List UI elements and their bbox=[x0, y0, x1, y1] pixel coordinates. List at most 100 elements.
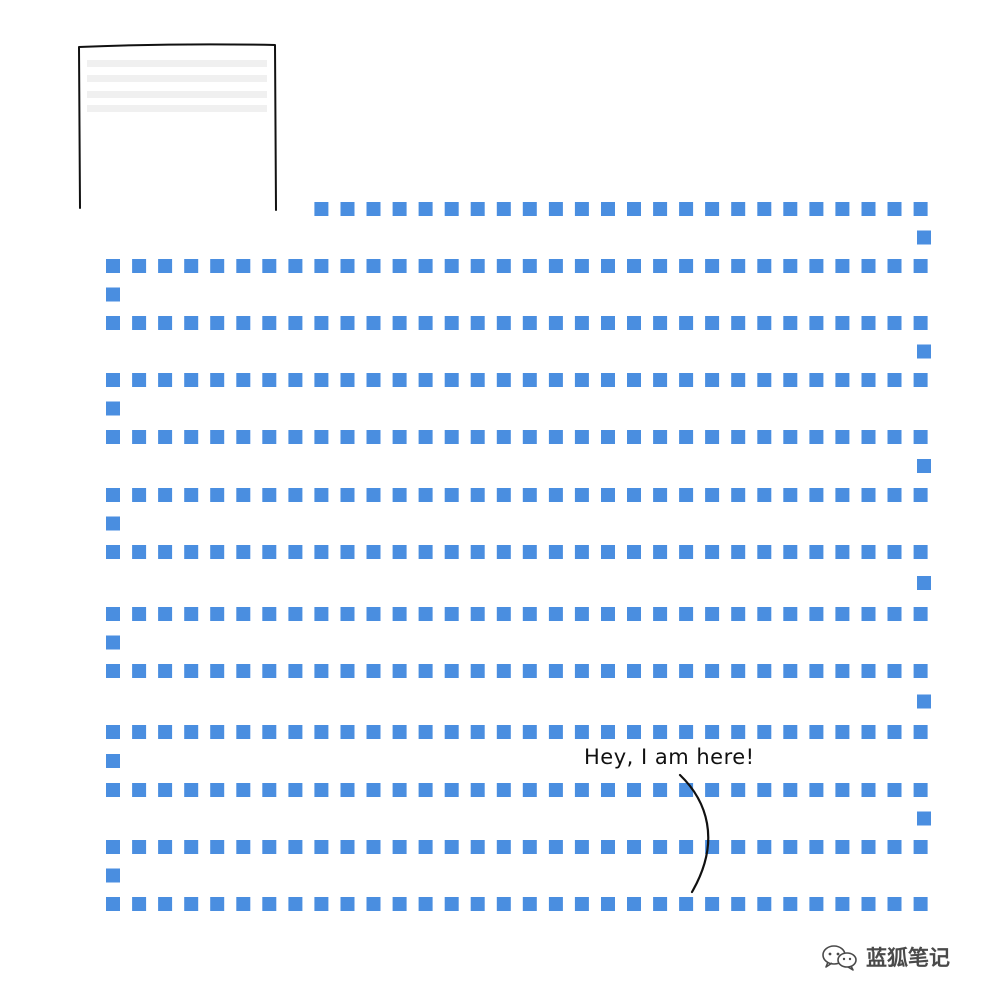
path-dot bbox=[158, 430, 173, 444]
path-dot bbox=[210, 488, 225, 502]
path-dot bbox=[496, 897, 511, 911]
path-dot bbox=[627, 545, 641, 559]
path-dot bbox=[653, 607, 668, 621]
path-dot bbox=[418, 373, 433, 387]
path-dot bbox=[392, 725, 407, 739]
path-dot bbox=[340, 430, 355, 444]
path-dot bbox=[184, 316, 199, 330]
placeholder-line bbox=[87, 60, 267, 67]
path-dot bbox=[731, 430, 746, 444]
path-dot bbox=[470, 607, 485, 621]
path-dot bbox=[106, 516, 120, 531]
path-dot bbox=[809, 545, 824, 559]
path-dot bbox=[627, 373, 641, 387]
path-dot bbox=[653, 259, 668, 273]
path-dot bbox=[783, 259, 798, 273]
path-dot bbox=[887, 202, 902, 216]
path-dot bbox=[106, 373, 120, 387]
path-dot bbox=[679, 430, 694, 444]
path-dot bbox=[106, 259, 120, 273]
path-dot bbox=[314, 259, 329, 273]
path-dot bbox=[496, 373, 511, 387]
path-dot bbox=[653, 664, 668, 678]
path-dot bbox=[887, 607, 902, 621]
path-dot bbox=[470, 373, 485, 387]
path-dot bbox=[288, 259, 303, 273]
path-dot bbox=[887, 783, 902, 797]
path-dot bbox=[262, 783, 277, 797]
path-dot bbox=[601, 430, 615, 444]
path-dot bbox=[470, 488, 485, 502]
path-dot bbox=[392, 430, 407, 444]
path-dot bbox=[679, 783, 694, 797]
path-dot bbox=[444, 897, 459, 911]
path-dot bbox=[418, 607, 433, 621]
path-dot bbox=[470, 316, 485, 330]
path-dot bbox=[574, 430, 589, 444]
path-dot bbox=[731, 316, 746, 330]
path-dot bbox=[835, 202, 850, 216]
path-dot bbox=[132, 725, 147, 739]
path-dot bbox=[809, 897, 824, 911]
path-dot bbox=[106, 783, 120, 797]
path-dot bbox=[496, 545, 511, 559]
path-dot bbox=[757, 202, 772, 216]
path-dot bbox=[106, 488, 120, 502]
path-dot bbox=[444, 430, 459, 444]
path-dot bbox=[236, 316, 251, 330]
path-dot bbox=[601, 783, 615, 797]
path-dot bbox=[366, 316, 381, 330]
path-dot bbox=[106, 316, 120, 330]
path-dot bbox=[288, 783, 303, 797]
path-dot bbox=[627, 259, 641, 273]
path-dot bbox=[106, 545, 120, 559]
path-dot bbox=[236, 607, 251, 621]
path-dot bbox=[548, 430, 563, 444]
path-dot bbox=[314, 725, 329, 739]
path-dot bbox=[522, 664, 537, 678]
watermark: 蓝狐笔记 bbox=[820, 942, 950, 972]
path-dot bbox=[392, 259, 407, 273]
path-dot bbox=[470, 783, 485, 797]
path-dot bbox=[783, 607, 798, 621]
path-dot bbox=[861, 202, 876, 216]
path-dot bbox=[132, 373, 147, 387]
path-dot bbox=[210, 783, 225, 797]
path-dot bbox=[783, 783, 798, 797]
path-dot bbox=[158, 316, 173, 330]
path-dot bbox=[444, 664, 459, 678]
path-dot bbox=[470, 430, 485, 444]
path-dot bbox=[158, 840, 173, 854]
path-dot bbox=[522, 897, 537, 911]
path-dot bbox=[548, 664, 563, 678]
path-dot bbox=[210, 664, 225, 678]
path-dot bbox=[913, 545, 928, 559]
path-dot bbox=[679, 259, 694, 273]
path-dot bbox=[288, 607, 303, 621]
path-dot bbox=[731, 607, 746, 621]
path-dot bbox=[392, 664, 407, 678]
path-dot bbox=[627, 783, 641, 797]
path-dot bbox=[132, 897, 147, 911]
path-dot bbox=[522, 316, 537, 330]
path-dot bbox=[757, 840, 772, 854]
path-dot bbox=[783, 430, 798, 444]
path-dot bbox=[418, 897, 433, 911]
path-dot bbox=[913, 725, 928, 739]
path-dot bbox=[574, 607, 589, 621]
path-dot bbox=[574, 316, 589, 330]
path-dot bbox=[653, 488, 668, 502]
path-dot bbox=[444, 373, 459, 387]
path-dot bbox=[444, 316, 459, 330]
path-dot bbox=[809, 607, 824, 621]
path-dot bbox=[444, 545, 459, 559]
path-dot bbox=[418, 783, 433, 797]
path-dot bbox=[496, 430, 511, 444]
path-dot bbox=[913, 664, 928, 678]
path-dot bbox=[574, 259, 589, 273]
path-dot bbox=[496, 259, 511, 273]
path-dot bbox=[731, 373, 746, 387]
path-dot bbox=[470, 897, 485, 911]
path-dot bbox=[496, 783, 511, 797]
path-dot bbox=[288, 664, 303, 678]
